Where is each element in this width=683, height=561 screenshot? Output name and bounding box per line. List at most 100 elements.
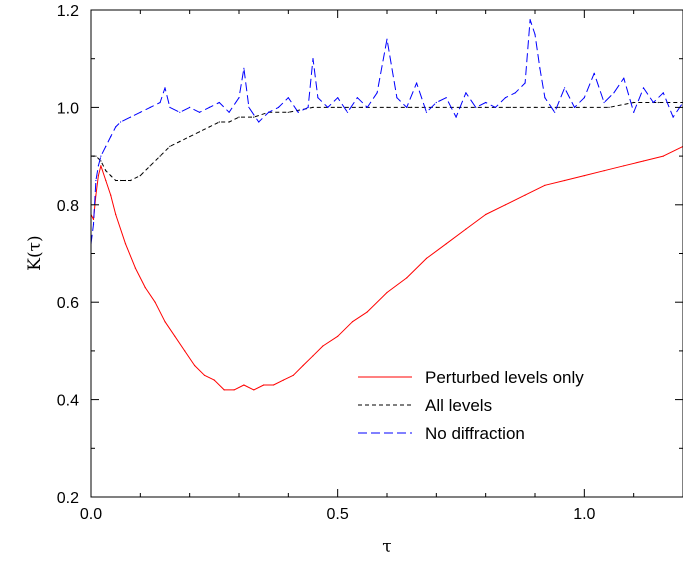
- data-point-1: [435, 106, 437, 108]
- data-point-0: [194, 364, 196, 367]
- data-point-1: [198, 131, 201, 133]
- data-point-1: [105, 170, 107, 172]
- data-point-1: [120, 179, 122, 182]
- data-point-2: [92, 223, 95, 225]
- data-point-1: [337, 106, 339, 108]
- data-point-2: [524, 82, 526, 84]
- data-point-0: [623, 165, 625, 167]
- data-point-0: [233, 389, 235, 391]
- series-line-2: [91, 19, 683, 244]
- data-point-2: [573, 106, 576, 108]
- data-point-1: [509, 106, 511, 108]
- y-tick-label: 0.8: [57, 198, 79, 215]
- data-point-2: [97, 165, 99, 167]
- data-point-2: [623, 77, 625, 79]
- data-point-2: [633, 111, 635, 113]
- data-point-0: [253, 389, 255, 391]
- data-point-1: [287, 111, 289, 113]
- data-point-1: [253, 116, 255, 118]
- y-tick-label: 0.2: [57, 490, 79, 507]
- data-point-2: [243, 67, 245, 69]
- data-point-2: [95, 179, 97, 182]
- data-point-2: [514, 92, 516, 94]
- legend-label: No diffraction: [425, 424, 525, 443]
- data-point-0: [366, 311, 368, 313]
- data-point-1: [583, 106, 585, 108]
- data-point-0: [564, 179, 566, 182]
- data-point-2: [317, 97, 319, 99]
- data-point-2: [356, 97, 358, 99]
- data-point-0: [425, 257, 428, 259]
- x-axis-title: τ: [382, 537, 391, 557]
- data-point-1: [218, 121, 220, 123]
- data-point-0: [662, 155, 664, 157]
- data-point-2: [593, 72, 595, 74]
- data-point-0: [292, 374, 294, 376]
- data-point-1: [159, 155, 161, 157]
- data-point-2: [494, 106, 497, 108]
- data-point-0: [312, 355, 314, 357]
- data-point-0: [524, 194, 526, 196]
- data-point-2: [485, 101, 487, 104]
- data-point-2: [129, 116, 132, 118]
- data-point-2: [287, 97, 289, 99]
- data-point-2: [504, 97, 506, 99]
- data-point-1: [149, 165, 151, 167]
- series-line-0: [91, 145, 683, 391]
- data-point-2: [554, 111, 556, 113]
- data-point-0: [642, 160, 645, 162]
- data-point-1: [238, 116, 240, 118]
- data-point-2: [652, 101, 655, 104]
- data-point-0: [223, 389, 225, 391]
- data-point-0: [134, 267, 136, 269]
- data-point-2: [455, 116, 457, 118]
- data-point-1: [100, 160, 102, 162]
- data-point-2: [337, 97, 339, 99]
- data-point-2: [110, 136, 112, 138]
- data-point-2: [179, 111, 181, 113]
- data-point-1: [460, 106, 462, 108]
- data-point-2: [672, 116, 674, 118]
- data-point-1: [228, 121, 230, 123]
- data-point-2: [189, 106, 191, 108]
- data-point-0: [100, 165, 102, 167]
- data-point-1: [189, 136, 191, 138]
- y-tick-label: 0.6: [57, 295, 79, 312]
- series-layer: [91, 19, 683, 391]
- data-point-1: [485, 106, 487, 108]
- data-point-0: [213, 379, 215, 381]
- data-point-2: [613, 92, 615, 94]
- legend-label: All levels: [425, 396, 492, 415]
- data-point-2: [445, 97, 447, 99]
- data-point-2: [248, 106, 250, 108]
- data-point-2: [307, 106, 309, 108]
- data-point-0: [406, 277, 408, 279]
- data-point-1: [534, 106, 536, 108]
- data-point-0: [322, 345, 324, 347]
- data-point-0: [203, 374, 206, 376]
- data-point-2: [475, 106, 477, 108]
- data-point-2: [416, 82, 418, 84]
- ticks-layer: 0.0 0.5 1.0 0.2 0.4 0.6 0.8 1.0 1.2: [57, 3, 683, 523]
- data-point-0: [115, 213, 117, 216]
- data-point-2: [376, 92, 378, 94]
- data-point-0: [282, 379, 284, 381]
- series-line-1: [91, 102, 683, 181]
- data-point-2: [120, 121, 122, 123]
- data-point-2: [115, 126, 117, 128]
- data-point-2: [583, 97, 585, 99]
- data-point-0: [386, 291, 388, 294]
- plot-frame: [90, 9, 683, 498]
- data-point-0: [124, 243, 127, 245]
- data-point-1: [124, 179, 127, 182]
- data-point-1: [559, 106, 561, 108]
- data-point-1: [110, 175, 112, 177]
- data-point-0: [465, 228, 467, 230]
- data-point-1: [179, 140, 181, 143]
- data-point-2: [544, 97, 546, 99]
- y-axis-title: K(τ): [25, 235, 45, 270]
- data-point-1: [95, 155, 97, 157]
- data-point-1: [208, 126, 210, 128]
- y-tick-label: 1.2: [57, 3, 79, 20]
- data-point-2: [164, 87, 166, 89]
